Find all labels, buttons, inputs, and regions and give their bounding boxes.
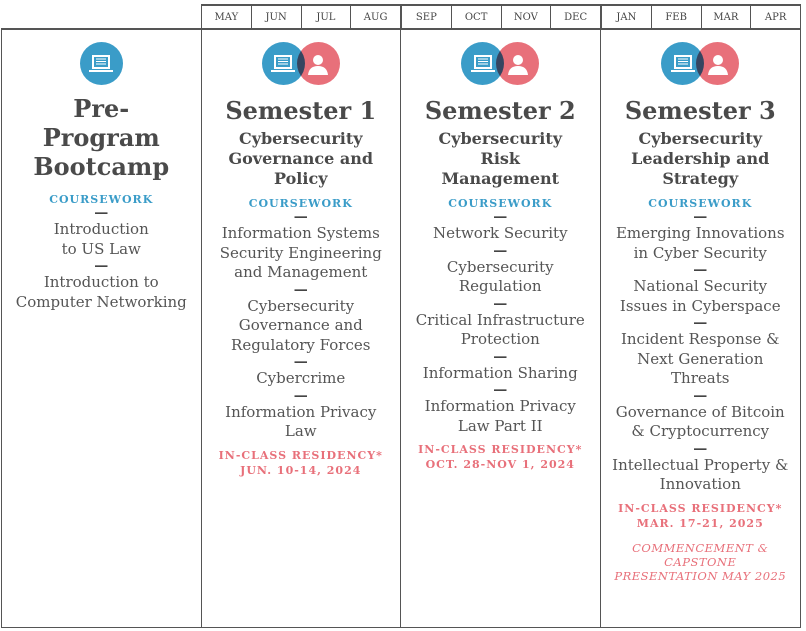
coursework-label: COURSEWORK bbox=[248, 197, 353, 210]
column-bootcamp: Pre- Program Bootcamp COURSEWORK — Introduc… bbox=[2, 30, 202, 627]
residency-icon bbox=[296, 42, 340, 85]
divider: — bbox=[293, 354, 308, 370]
residency-label: IN-CLASS RESIDENCY* MAR. 17-21, 2025 bbox=[618, 501, 783, 530]
course-item: Cybersecurity Governance and Regulatory … bbox=[231, 296, 371, 354]
divider: — bbox=[94, 258, 109, 274]
coursework-label: COURSEWORK bbox=[49, 193, 154, 206]
month-sep: SEP bbox=[402, 6, 452, 29]
course-item: Information Privacy Law bbox=[225, 402, 377, 441]
laptop-icon bbox=[670, 54, 695, 72]
column-subtitle: Cybersecurity Leadership and Strategy bbox=[631, 129, 770, 188]
coursework-label: COURSEWORK bbox=[648, 197, 753, 210]
divider: — bbox=[693, 209, 708, 225]
divider: — bbox=[94, 205, 109, 221]
icons bbox=[202, 42, 401, 88]
column-semester-2: Semester 2 Cybersecurity Risk Management C… bbox=[401, 30, 601, 627]
course-item: Governance of Bitcoin & Cryptocurrency bbox=[615, 402, 785, 441]
course-item: Intellectual Property & Innovation bbox=[612, 455, 789, 494]
icons bbox=[601, 42, 801, 88]
month-oct: OCT bbox=[452, 6, 502, 29]
person-icon bbox=[707, 54, 728, 75]
course-item: Emerging Innovations in Cyber Security bbox=[615, 224, 785, 262]
column-title: Semester 1 bbox=[225, 96, 377, 125]
course-item: Introduction to US Law bbox=[53, 220, 149, 258]
month-jan: JAN bbox=[602, 6, 652, 29]
course-item: Incident Response & Next Generation Thre… bbox=[620, 330, 780, 387]
course-item: Information Systems Security Engineering… bbox=[219, 224, 382, 281]
course-item: Critical Infrastructure Protection bbox=[415, 310, 585, 349]
course-item: Network Security bbox=[432, 224, 568, 242]
course-item: Information Sharing bbox=[422, 363, 578, 382]
coursework-icon bbox=[661, 42, 705, 85]
residency-date: JUN. 10-14, 2024 bbox=[240, 463, 362, 477]
divider: — bbox=[693, 315, 708, 331]
commencement-note: COMMENCEMENT & CAPSTONE PRESENTATION MAY… bbox=[614, 540, 787, 583]
month-may: MAY bbox=[202, 6, 252, 29]
residency-icon bbox=[696, 42, 740, 85]
residency-label: IN-CLASS RESIDENCY* JUN. 10-14, 2024 bbox=[218, 448, 383, 477]
program-timeline: Pre- Program Bootcamp COURSEWORK — Introduc… bbox=[1, 28, 801, 628]
divider: — bbox=[293, 209, 308, 225]
month-feb: FEB bbox=[652, 6, 702, 29]
month-header: MAY JUN JUL AUG SEP OCT NOV DEC JAN FEB MAR APR bbox=[201, 4, 801, 29]
divider: — bbox=[493, 348, 508, 365]
column-title: Semester 2 bbox=[424, 96, 576, 125]
divider: — bbox=[293, 387, 308, 404]
residency-date: MAR. 17-21, 2025 bbox=[636, 516, 764, 530]
laptop-icon bbox=[271, 54, 296, 72]
icons bbox=[401, 42, 600, 88]
month-jul: JUL bbox=[302, 6, 352, 29]
column-subtitle: Cybersecurity Risk Management bbox=[438, 129, 563, 188]
course-item: Cybersecurity Regulation bbox=[446, 257, 554, 296]
month-nov: NOV bbox=[502, 6, 552, 29]
month-mar: MAR bbox=[702, 6, 752, 29]
divider: — bbox=[693, 440, 708, 457]
coursework-label: COURSEWORK bbox=[448, 197, 553, 210]
divider: — bbox=[693, 262, 708, 278]
course-item: Cybercrime bbox=[256, 369, 346, 387]
residency-icon bbox=[496, 42, 540, 85]
month-apr: APR bbox=[764, 12, 787, 23]
coursework-icon bbox=[461, 42, 505, 85]
divider: — bbox=[493, 242, 508, 259]
column-title: Pre- Program Bootcamp bbox=[33, 94, 170, 181]
person-icon bbox=[507, 54, 528, 75]
month-dec: DEC bbox=[551, 6, 602, 29]
month-aug: AUG bbox=[351, 6, 402, 29]
course-item: National Security Issues in Cyberspace bbox=[619, 277, 781, 315]
month-jun: JUN bbox=[252, 6, 302, 29]
column-title: Semester 3 bbox=[624, 96, 776, 125]
column-semester-3: Semester 3 Cybersecurity Leadership and S… bbox=[601, 30, 801, 627]
residency-label: IN-CLASS RESIDENCY* OCT. 28-NOV 1, 2024 bbox=[418, 443, 583, 471]
column-subtitle: Cybersecurity Governance and Policy bbox=[228, 129, 374, 188]
laptop-icon bbox=[470, 54, 495, 72]
column-semester-1: Semester 1 Cybersecurity Governance and P… bbox=[202, 30, 401, 627]
divider: — bbox=[293, 281, 308, 298]
divider: — bbox=[493, 209, 508, 225]
course-item: Information Privacy Law Part II bbox=[424, 397, 576, 435]
course-item: Introduction to Computer Networking bbox=[15, 273, 187, 311]
person-icon bbox=[308, 54, 329, 75]
laptop-icon bbox=[89, 54, 114, 72]
divider: — bbox=[693, 387, 708, 404]
divider: — bbox=[493, 295, 508, 312]
coursework-icon bbox=[79, 42, 123, 85]
residency-date: OCT. 28-NOV 1, 2024 bbox=[425, 458, 575, 471]
icons bbox=[2, 42, 201, 88]
divider: — bbox=[493, 382, 508, 398]
